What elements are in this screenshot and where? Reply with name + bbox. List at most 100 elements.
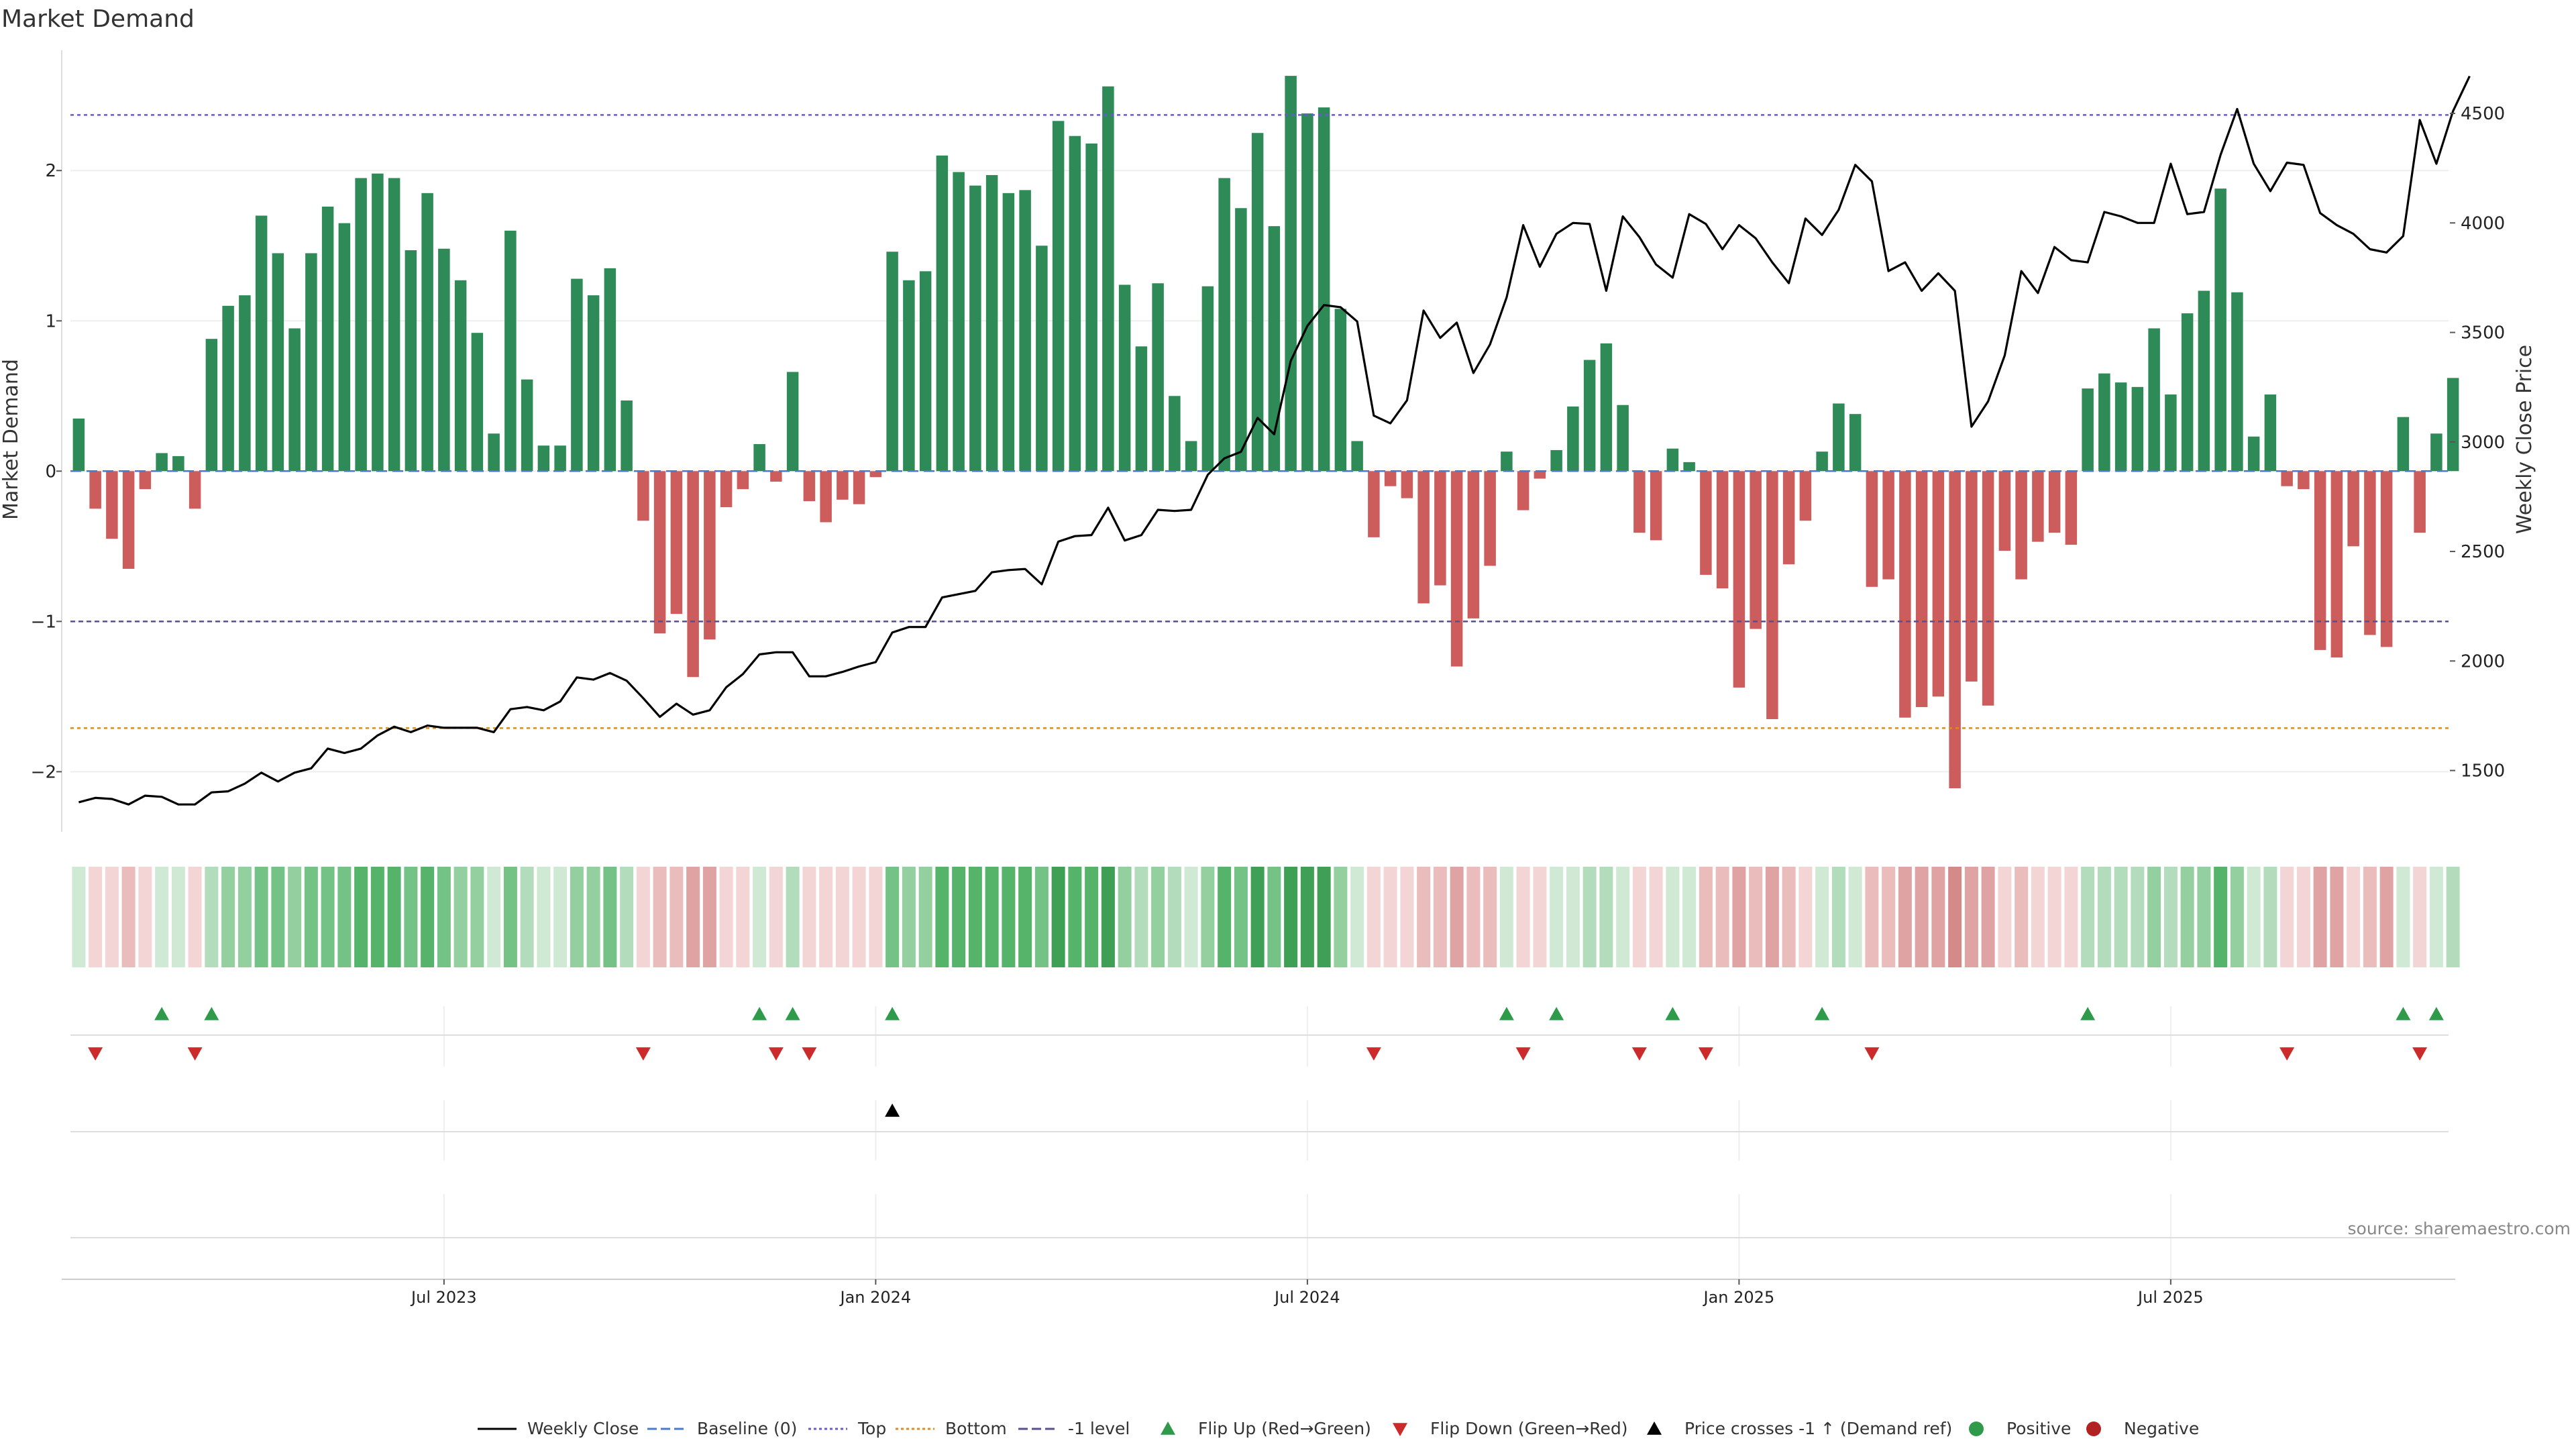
demand-bar bbox=[2247, 436, 2260, 472]
flip-markers bbox=[70, 1006, 2449, 1281]
strip-cell bbox=[1201, 867, 1215, 967]
demand-bar bbox=[853, 471, 865, 504]
demand-bar bbox=[869, 471, 882, 478]
demand-bar bbox=[1019, 190, 1031, 472]
strip-cell bbox=[89, 867, 103, 967]
right-tick-label: 3000 bbox=[2461, 433, 2505, 453]
demand-bar bbox=[139, 471, 152, 490]
strip-cell bbox=[72, 867, 86, 967]
left-tick-label: 1 bbox=[45, 311, 56, 331]
demand-bar bbox=[239, 295, 251, 472]
demand-bar bbox=[1152, 283, 1164, 472]
strip-cell bbox=[1831, 867, 1845, 967]
legend-item: Top bbox=[808, 1419, 886, 1438]
demand-bar bbox=[1501, 451, 1513, 472]
strip-cell bbox=[1516, 867, 1530, 967]
demand-bar bbox=[288, 328, 301, 472]
demand-bar bbox=[1201, 286, 1214, 472]
strip-cell bbox=[1981, 867, 1995, 967]
strip-cell bbox=[1550, 867, 1564, 967]
strip-cell bbox=[2147, 867, 2161, 967]
flip-down-marker bbox=[1631, 1047, 1647, 1061]
demand-bar bbox=[355, 178, 367, 472]
strip-cell bbox=[1931, 867, 1945, 967]
right-tick-label: 4500 bbox=[2461, 104, 2505, 124]
strip-cell bbox=[2214, 867, 2228, 967]
price-cross-marker bbox=[885, 1104, 900, 1117]
legend-item: Positive bbox=[1969, 1419, 2071, 1438]
strip-cell bbox=[636, 867, 650, 967]
strip-cell bbox=[852, 867, 866, 967]
demand-bar bbox=[1218, 178, 1230, 472]
demand-bar bbox=[1052, 121, 1065, 472]
legend-swatch bbox=[1969, 1421, 1984, 1436]
strip-cell bbox=[1499, 867, 1513, 967]
demand-bar bbox=[753, 443, 765, 472]
strip-cell bbox=[2363, 867, 2377, 967]
demand-bar bbox=[1882, 471, 1894, 580]
left-tick-label: −1 bbox=[31, 612, 56, 632]
demand-bar bbox=[2231, 292, 2243, 472]
strip-cell bbox=[105, 867, 119, 967]
strip-cell bbox=[2280, 867, 2294, 967]
strip-cell bbox=[404, 867, 418, 967]
demand-bar bbox=[255, 215, 268, 472]
demand-bar bbox=[1251, 133, 1264, 472]
demand-bar bbox=[1450, 471, 1463, 667]
strip-cell bbox=[2330, 867, 2344, 967]
legend-item: Flip Up (Red→Green) bbox=[1161, 1419, 1371, 1438]
demand-bar bbox=[2098, 373, 2110, 472]
demand-bar bbox=[1285, 76, 1297, 472]
strip-cell bbox=[935, 867, 949, 967]
demand-bar bbox=[1567, 406, 1579, 472]
chart-title: Market Demand bbox=[1, 5, 195, 33]
strip-cell bbox=[1167, 867, 1181, 967]
demand-bar bbox=[2214, 189, 2226, 472]
strip-cell bbox=[1566, 867, 1580, 967]
demand-bar bbox=[1750, 471, 1762, 629]
strip-cell bbox=[1782, 867, 1796, 967]
strip-cell bbox=[354, 867, 368, 967]
right-tick-label: 2500 bbox=[2461, 542, 2505, 562]
reference-lines bbox=[70, 114, 2449, 729]
strip-cell bbox=[1234, 867, 1248, 967]
demand-bar bbox=[454, 280, 467, 472]
legend-swatch bbox=[1647, 1421, 1662, 1435]
strip-cell bbox=[1433, 867, 1447, 967]
strip-cell bbox=[2081, 867, 2095, 967]
demand-bar bbox=[1998, 471, 2011, 551]
demand-bar bbox=[2181, 313, 2194, 472]
strip-cell bbox=[1184, 867, 1198, 967]
strip-cell bbox=[1582, 867, 1597, 967]
strip-cell bbox=[2047, 867, 2061, 967]
strip-cell bbox=[321, 867, 335, 967]
strip-cell bbox=[586, 867, 600, 967]
legend-swatch bbox=[1161, 1421, 1175, 1435]
strip-cell bbox=[2313, 867, 2327, 967]
strip-cell bbox=[885, 867, 900, 967]
flip-up-marker bbox=[885, 1007, 900, 1020]
demand-bar bbox=[321, 207, 334, 472]
strip-cell bbox=[271, 867, 285, 967]
strip-cell bbox=[2247, 867, 2261, 967]
flip-down-marker bbox=[802, 1047, 817, 1061]
weekly-close-line bbox=[78, 75, 2471, 806]
demand-bar bbox=[1932, 471, 1945, 697]
strip-cell bbox=[2413, 867, 2427, 967]
x-tick-label: Jul 2025 bbox=[2137, 1288, 2204, 1307]
flip-down-marker bbox=[2279, 1047, 2295, 1061]
strip-cell bbox=[1267, 867, 1281, 967]
demand-bar bbox=[2148, 328, 2160, 472]
right-tick-label: 3500 bbox=[2461, 323, 2505, 343]
demand-bar bbox=[587, 295, 600, 472]
right-tick-label: 1500 bbox=[2461, 761, 2505, 782]
strip-cell bbox=[2379, 867, 2394, 967]
strip-cell bbox=[902, 867, 916, 967]
strip-cell bbox=[1366, 867, 1381, 967]
strip-cell bbox=[1317, 867, 1331, 967]
strip-cell bbox=[237, 867, 252, 967]
demand-bar bbox=[2048, 471, 2061, 533]
strip-cell bbox=[1732, 867, 1746, 967]
strip-cell bbox=[1649, 867, 1663, 967]
demand-bar bbox=[2264, 394, 2277, 472]
